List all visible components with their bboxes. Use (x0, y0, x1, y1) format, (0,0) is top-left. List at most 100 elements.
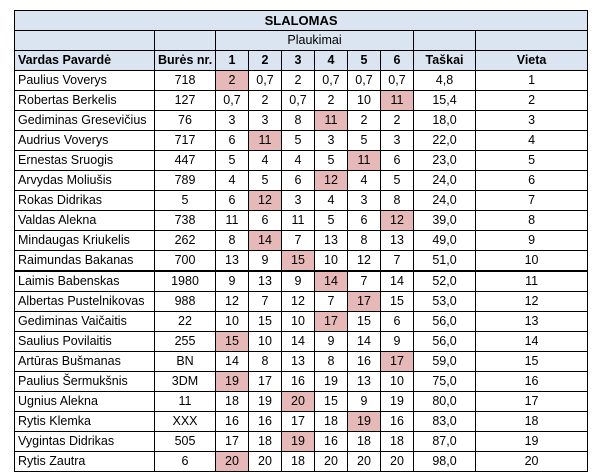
sail-number: 262 (154, 230, 216, 251)
competitor-name: Albertas Pustelnikovas (14, 291, 155, 312)
race-result: 0,7 (281, 90, 315, 111)
race-result: 19 (248, 391, 282, 412)
race-result: 4 (281, 150, 315, 171)
race-result: 20 (314, 451, 348, 472)
race-result: 4 (314, 190, 348, 211)
race-result: 20 (347, 451, 381, 472)
race-result: 5 (215, 150, 249, 171)
race-result: 18 (314, 411, 348, 432)
races-group-header: Plaukimai (215, 30, 414, 51)
total-points: 4,8 (413, 70, 476, 91)
total-points: 59,0 (413, 351, 476, 372)
competitor-name: Paulius Šermukšnis (14, 371, 155, 392)
column-header-name: Vardas Pavardė (14, 50, 155, 71)
competitor-name: Arvydas Moliušis (14, 170, 155, 191)
total-points: 56,0 (413, 331, 476, 352)
race-result: 17 (215, 431, 249, 452)
race-result: 4 (347, 170, 381, 191)
race-result-dropped: 11 (248, 130, 282, 151)
sail-number: 789 (154, 170, 216, 191)
column-header-race-5: 5 (347, 50, 381, 71)
competitor-name: Robertas Berkelis (14, 90, 155, 111)
sail-number: 717 (154, 130, 216, 151)
final-place: 1 (474, 70, 589, 91)
race-result: 3 (347, 190, 381, 211)
race-result: 0,7 (314, 70, 348, 91)
sail-number: 1980 (154, 270, 216, 292)
header-blank-cell (474, 30, 589, 51)
race-result: 5 (347, 130, 381, 151)
race-result: 9 (314, 331, 348, 352)
race-result: 16 (380, 411, 414, 432)
final-place: 10 (474, 250, 589, 272)
race-result: 5 (248, 170, 282, 191)
race-result: 13 (314, 230, 348, 251)
race-result: 13 (248, 270, 282, 292)
sail-number: 76 (154, 110, 216, 131)
competitor-name: Saulius Povilaitis (14, 331, 155, 352)
race-result: 16 (281, 371, 315, 392)
race-result-dropped: 14 (248, 230, 282, 251)
race-result: 3 (380, 130, 414, 151)
race-result-dropped: 17 (380, 351, 414, 372)
table-row: Laimis Babenskas 1980 9 13 9 14 7 14 52,0 11 (14, 270, 589, 292)
final-place: 12 (474, 291, 589, 312)
race-result: 8 (347, 230, 381, 251)
race-result: 19 (380, 391, 414, 412)
header-blank-cell (413, 30, 476, 51)
total-points: 24,0 (413, 170, 476, 191)
column-header-place: Vieta (474, 50, 589, 71)
column-header-points: Taškai (413, 50, 476, 71)
race-result-dropped: 11 (314, 110, 348, 131)
sail-number: 22 (154, 311, 216, 332)
competitor-name: Vygintas Didrikas (14, 431, 155, 452)
final-place: 20 (474, 451, 589, 472)
table-row: Rytis Zautra 6 20 20 18 20 20 20 98,0 20 (14, 451, 589, 472)
table-row: Gediminas Gresevičius 76 3 3 8 11 2 2 18,0 3 (14, 110, 589, 131)
race-result: 6 (248, 210, 282, 231)
sail-number: 3DM (154, 371, 216, 392)
race-result-dropped: 15 (281, 250, 315, 272)
race-result: 4 (248, 150, 282, 171)
total-points: 22,0 (413, 130, 476, 151)
sail-number: 718 (154, 70, 216, 91)
competitor-name: Valdas Alekna (14, 210, 155, 231)
race-result: 6 (380, 150, 414, 171)
race-result: 5 (281, 130, 315, 151)
total-points: 23,0 (413, 150, 476, 171)
column-header-race-4: 4 (314, 50, 348, 71)
table-row: Artūras Bušmanas BN 14 8 13 8 16 17 59,0 15 (14, 351, 589, 372)
column-header-sail: Burės nr. (154, 50, 216, 71)
sail-number: 700 (154, 250, 216, 272)
race-result: 13 (380, 230, 414, 251)
race-result: 6 (215, 130, 249, 151)
race-result: 18 (380, 431, 414, 452)
competitor-name: Ernestas Sruogis (14, 150, 155, 171)
race-result: 5 (314, 150, 348, 171)
race-result-dropped: 11 (347, 150, 381, 171)
total-points: 83,0 (413, 411, 476, 432)
table-row: Mindaugas Kriukelis 262 8 14 7 13 8 13 49,0 9 (14, 230, 589, 251)
total-points: 75,0 (413, 371, 476, 392)
race-result: 15 (380, 291, 414, 312)
race-result: 6 (380, 311, 414, 332)
race-result: 7 (380, 250, 414, 272)
race-result-dropped: 15 (215, 331, 249, 352)
race-result-dropped: 2 (215, 70, 249, 91)
competitor-name: Rytis Zautra (14, 451, 155, 472)
column-header-race-3: 3 (281, 50, 315, 71)
table-row: Paulius Voverys 718 2 0,7 2 0,7 0,7 0,7 4,8 1 (14, 70, 589, 91)
table-row: Paulius Šermukšnis 3DM 19 17 16 19 13 10 75,0 16 (14, 371, 589, 392)
race-result: 8 (248, 351, 282, 372)
race-result: 0,7 (248, 70, 282, 91)
final-place: 9 (474, 230, 589, 251)
final-place: 3 (474, 110, 589, 131)
race-result-dropped: 12 (314, 170, 348, 191)
final-place: 17 (474, 391, 589, 412)
final-place: 5 (474, 150, 589, 171)
final-place: 11 (474, 270, 589, 292)
race-result: 17 (281, 411, 315, 432)
table-row: Arvydas Moliušis 789 4 5 6 12 4 5 24,0 6 (14, 170, 589, 191)
competitor-name: Ugnius Alekna (14, 391, 155, 412)
column-header-race-1: 1 (215, 50, 249, 71)
